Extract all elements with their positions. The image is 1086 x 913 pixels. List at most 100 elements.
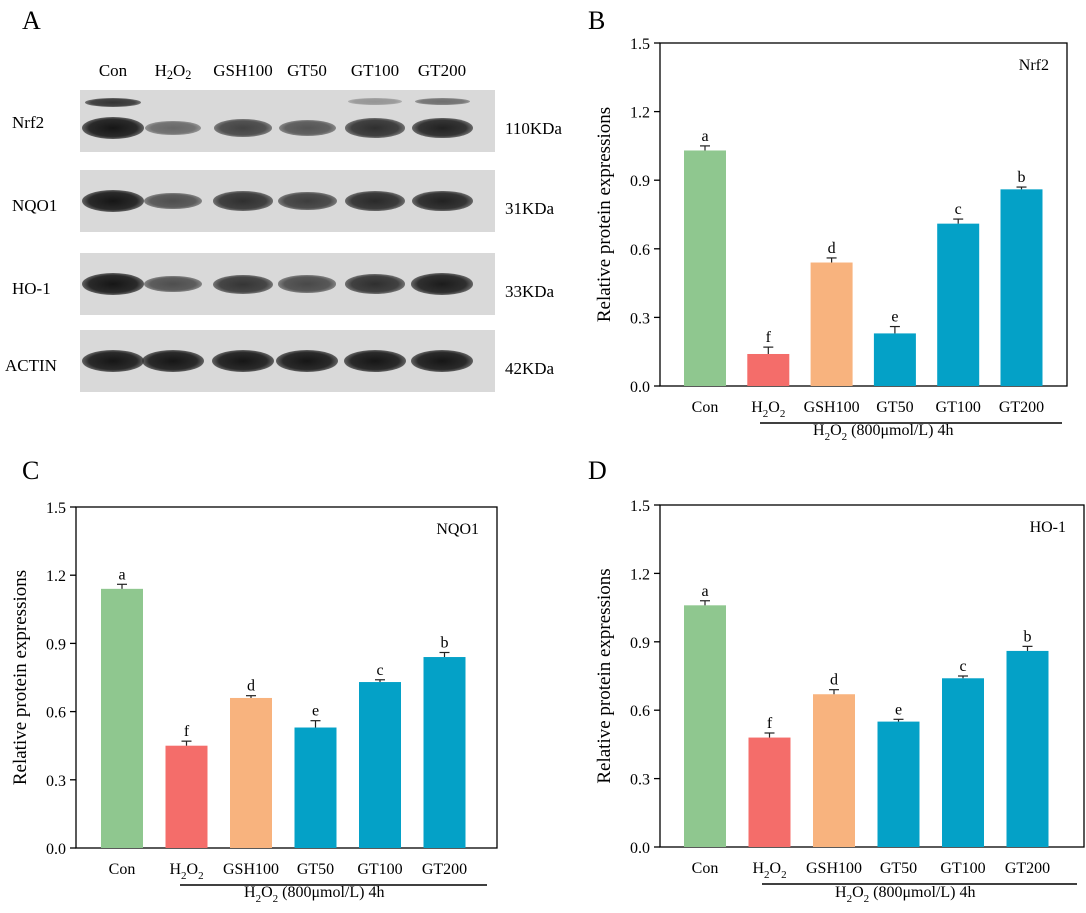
x-tick-label: GT200 — [422, 861, 467, 878]
protein-band — [213, 274, 273, 294]
chart-annotation: HO-1 — [1030, 519, 1066, 536]
treatment-label: H2O2 (800μmol/L) 4h — [244, 884, 384, 905]
protein-band — [82, 190, 144, 212]
lane-label: Con — [98, 61, 128, 80]
x-tick-label: H2O2 — [169, 861, 203, 882]
protein-band — [213, 119, 273, 137]
bar-gt50 — [294, 727, 337, 848]
y-tick-label: 1.2 — [630, 105, 650, 122]
bar-h2o2 — [747, 353, 790, 386]
y-tick-label: 0.6 — [46, 705, 66, 722]
significance-letter: f — [766, 329, 772, 346]
protein-band — [276, 350, 338, 372]
x-tick-label: GT50 — [297, 861, 334, 878]
significance-letter: b — [1018, 169, 1026, 186]
lane-label: H2O2 — [154, 61, 192, 83]
plot-frame — [75, 506, 498, 849]
significance-letter: e — [895, 701, 902, 718]
x-tick-label: GT100 — [357, 861, 402, 878]
bar-gt100 — [937, 223, 980, 386]
significance-letter: b — [1024, 628, 1032, 645]
x-tick-label: Con — [692, 399, 719, 416]
y-tick-label: 0.3 — [630, 772, 650, 789]
protein-band — [82, 117, 144, 139]
protein-band — [345, 118, 405, 138]
y-tick-label: 1.5 — [630, 498, 650, 515]
upper-protein-band — [414, 98, 470, 105]
x-tick-label: H2O2 — [751, 399, 785, 420]
y-tick-label: 0.6 — [630, 703, 650, 720]
significance-letter: c — [376, 662, 383, 679]
significance-letter: d — [247, 678, 255, 695]
protein-band — [144, 192, 202, 210]
significance-letter: f — [184, 723, 190, 740]
y-tick-label: 1.5 — [630, 36, 650, 53]
upper-protein-band — [348, 98, 402, 105]
protein-band — [82, 350, 144, 372]
lane-label: GT100 — [350, 61, 400, 80]
molecular-weight-label: 33KDa — [505, 282, 555, 301]
significance-letter: e — [312, 703, 319, 720]
protein-band — [411, 273, 473, 295]
bar-gt200 — [423, 657, 466, 848]
significance-letter: d — [830, 672, 838, 689]
bar-gsh100 — [810, 262, 853, 386]
y-tick-label: 0.9 — [630, 173, 650, 190]
bar-h2o2 — [748, 737, 791, 847]
y-tick-label: 0.0 — [630, 840, 650, 857]
chart-nqo1: 0.0 0.3 0.6 0.9 1.2 1.5 Relative protein expre… — [10, 500, 498, 905]
lane-label: GT50 — [287, 61, 327, 80]
chart-annotation: Nrf2 — [1019, 57, 1049, 74]
chart-annotation: NQO1 — [436, 521, 479, 538]
x-tick-label: GT100 — [940, 860, 985, 877]
x-tick-label: GSH100 — [804, 399, 860, 416]
bar-gsh100 — [230, 697, 272, 848]
lane-label: GT200 — [417, 61, 467, 80]
blot-row-label: HO-1 — [12, 279, 51, 298]
protein-band — [145, 120, 201, 136]
significance-letter: b — [441, 634, 449, 651]
blot-row-label: Nrf2 — [12, 113, 45, 132]
protein-band — [278, 275, 336, 293]
chart-nrf2: 0.0 0.3 0.6 0.9 1.2 1.5 Relative protein expre… — [594, 36, 1068, 443]
panel-letter-d: D — [588, 456, 607, 485]
protein-band — [344, 190, 406, 212]
x-tick-label: GSH100 — [806, 860, 862, 877]
significance-letter: c — [959, 658, 966, 675]
bar-gt100 — [942, 678, 984, 847]
chart-ho-1: 0.0 0.3 0.6 0.9 1.2 1.5 Relative protein expre… — [594, 498, 1085, 905]
significance-letter: a — [701, 128, 708, 145]
x-tick-label: GT200 — [1005, 860, 1050, 877]
y-tick-label: 0.0 — [46, 841, 66, 858]
bar-con — [684, 150, 726, 386]
y-tick-label: 1.5 — [46, 500, 66, 517]
panel-letter-c: C — [22, 456, 40, 485]
x-tick-label: Con — [692, 860, 719, 877]
x-tick-label: GT100 — [936, 399, 981, 416]
significance-letter: c — [955, 201, 962, 218]
treatment-label: H2O2 (800μmol/L) 4h — [813, 422, 953, 443]
y-axis-label: Relative protein expressions — [594, 568, 615, 783]
y-axis-label: Relative protein expressions — [594, 107, 615, 322]
molecular-weight-label: 110KDa — [505, 119, 562, 138]
lane-label: GSH100 — [213, 61, 273, 80]
bar-gsh100 — [813, 694, 855, 847]
y-tick-label: 1.2 — [630, 566, 650, 583]
bar-gt50 — [877, 721, 920, 847]
panel-letter-a: A — [22, 6, 41, 35]
treatment-label: H2O2 (800μmol/L) 4h — [835, 884, 975, 905]
y-tick-label: 0.3 — [46, 773, 66, 790]
plot-frame — [659, 504, 1085, 848]
protein-band — [344, 350, 406, 372]
y-axis-label: Relative protein expressions — [10, 570, 31, 785]
y-tick-label: 0.0 — [630, 379, 650, 396]
x-tick-label: GT200 — [999, 399, 1044, 416]
significance-letter: a — [118, 566, 125, 583]
panel-letter-b: B — [588, 6, 606, 35]
bar-h2o2 — [165, 745, 208, 848]
bar-gt200 — [1006, 650, 1049, 847]
protein-band — [345, 274, 405, 294]
y-tick-label: 0.6 — [630, 242, 650, 259]
